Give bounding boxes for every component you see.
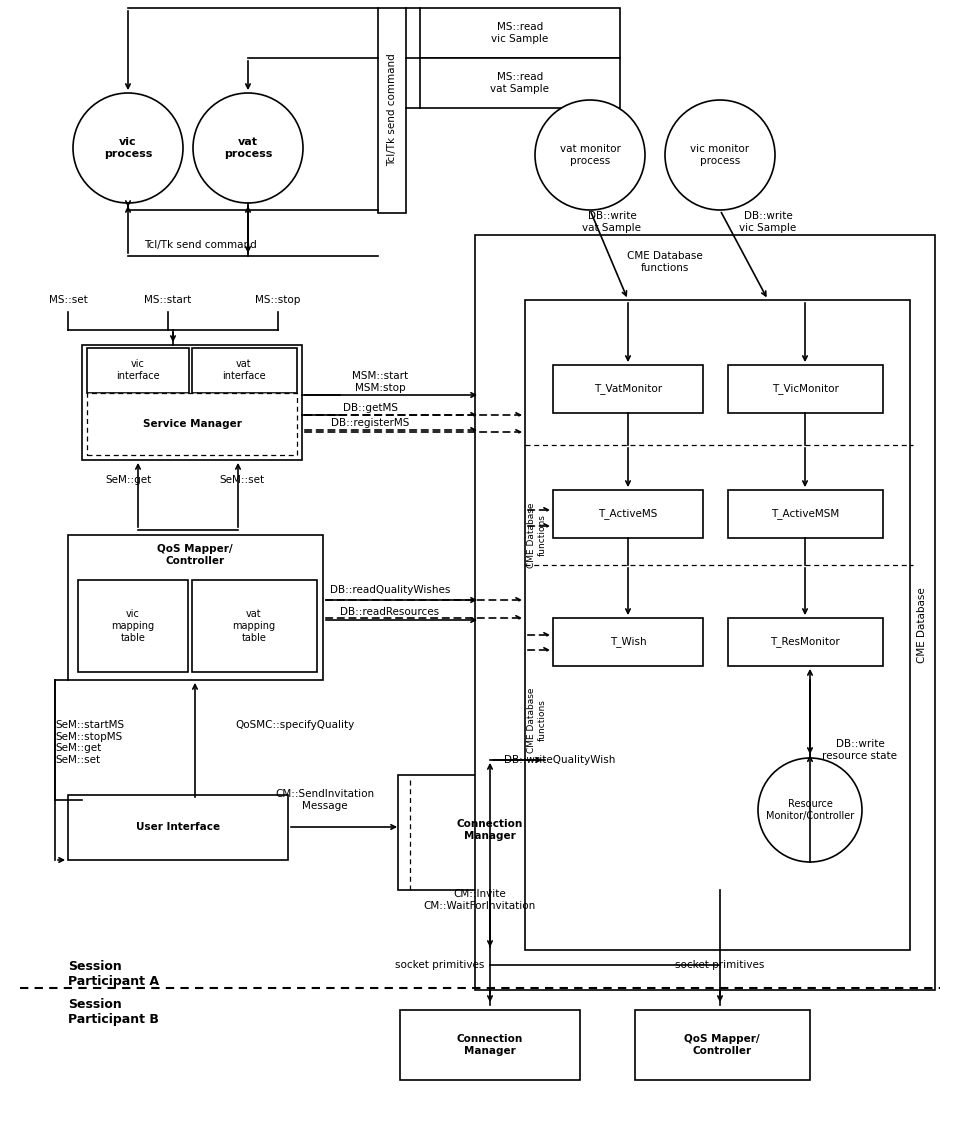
Text: MS::read
vic Sample: MS::read vic Sample bbox=[492, 23, 548, 44]
Text: T_ActiveMS: T_ActiveMS bbox=[598, 509, 658, 519]
Bar bbox=[553, 490, 703, 538]
Text: T_ActiveMSM: T_ActiveMSM bbox=[771, 509, 839, 519]
Bar bbox=[553, 365, 703, 413]
Text: socket primitives: socket primitives bbox=[396, 960, 485, 969]
Bar bbox=[378, 8, 406, 213]
Text: vat
interface: vat interface bbox=[222, 359, 266, 381]
Text: vic
process: vic process bbox=[104, 137, 153, 159]
Text: DB::registerMS: DB::registerMS bbox=[331, 418, 409, 428]
Circle shape bbox=[535, 100, 645, 211]
Text: socket primitives: socket primitives bbox=[675, 960, 765, 969]
Text: DB::getMS: DB::getMS bbox=[343, 403, 397, 413]
Bar bbox=[87, 348, 189, 393]
Text: CM::SendInvitation
Message: CM::SendInvitation Message bbox=[276, 789, 374, 811]
Bar bbox=[87, 393, 297, 455]
Text: T_Wish: T_Wish bbox=[610, 636, 646, 647]
Text: MS::read
vat Sample: MS::read vat Sample bbox=[491, 72, 549, 93]
Text: T_VatMonitor: T_VatMonitor bbox=[594, 384, 662, 394]
Text: vat
process: vat process bbox=[224, 137, 273, 159]
Text: CME Database
functions: CME Database functions bbox=[627, 251, 703, 272]
Text: DB::write
resource state: DB::write resource state bbox=[823, 739, 898, 761]
Text: CM::Invite
CM::WaitForInvitation: CM::Invite CM::WaitForInvitation bbox=[424, 890, 536, 911]
Bar bbox=[475, 235, 935, 990]
Text: MS::stop: MS::stop bbox=[255, 295, 300, 305]
Bar bbox=[525, 300, 910, 950]
Bar bbox=[192, 580, 317, 672]
Text: MS::start: MS::start bbox=[144, 295, 192, 305]
Text: SeM::set: SeM::set bbox=[220, 475, 265, 485]
Text: vic
interface: vic interface bbox=[116, 359, 159, 381]
Text: DB::writeQualityWish: DB::writeQualityWish bbox=[504, 756, 615, 765]
Text: Session
Participant A: Session Participant A bbox=[68, 960, 159, 988]
Circle shape bbox=[73, 93, 183, 203]
Bar bbox=[420, 8, 620, 59]
Circle shape bbox=[758, 758, 862, 863]
Bar bbox=[68, 535, 323, 680]
Bar bbox=[82, 345, 302, 461]
Bar bbox=[728, 618, 883, 665]
Bar bbox=[68, 795, 288, 860]
Text: DB::readResources: DB::readResources bbox=[341, 607, 440, 617]
Bar bbox=[635, 1010, 810, 1080]
Text: Connection
Manager: Connection Manager bbox=[457, 820, 523, 841]
Bar bbox=[728, 365, 883, 413]
Bar bbox=[398, 775, 573, 890]
Text: Connection
Manager: Connection Manager bbox=[457, 1034, 523, 1056]
Text: User Interface: User Interface bbox=[136, 822, 220, 832]
Text: Service Manager: Service Manager bbox=[143, 419, 241, 429]
Text: CME Database
functions: CME Database functions bbox=[527, 502, 546, 568]
Text: QoSMC::specifyQuality: QoSMC::specifyQuality bbox=[235, 720, 354, 730]
Text: Tcl/Tk send command: Tcl/Tk send command bbox=[144, 240, 256, 250]
Bar bbox=[78, 580, 188, 672]
Text: DB::write
vat Sample: DB::write vat Sample bbox=[583, 212, 641, 233]
Text: Tcl/Tk send command: Tcl/Tk send command bbox=[387, 54, 397, 167]
Text: DB::write
vic Sample: DB::write vic Sample bbox=[739, 212, 797, 233]
Text: Session
Participant B: Session Participant B bbox=[68, 998, 158, 1026]
Text: vic
mapping
table: vic mapping table bbox=[111, 609, 155, 643]
Text: vat
mapping
table: vat mapping table bbox=[232, 609, 276, 643]
Bar bbox=[400, 1010, 580, 1080]
Text: SeM::startMS
SeM::stopMS
SeM::get
SeM::set: SeM::startMS SeM::stopMS SeM::get SeM::s… bbox=[55, 720, 124, 765]
Bar bbox=[420, 59, 620, 108]
Text: T_VicMonitor: T_VicMonitor bbox=[772, 384, 838, 394]
Text: vic monitor
process: vic monitor process bbox=[690, 144, 750, 166]
Text: CME Database
functions: CME Database functions bbox=[527, 687, 546, 753]
Bar bbox=[192, 348, 297, 393]
Text: QoS Mapper/
Controller: QoS Mapper/ Controller bbox=[684, 1034, 759, 1056]
Bar bbox=[553, 618, 703, 665]
Text: MS::set: MS::set bbox=[49, 295, 87, 305]
Bar bbox=[728, 490, 883, 538]
Text: QoS Mapper/
Controller: QoS Mapper/ Controller bbox=[157, 544, 233, 565]
Text: Resource
Monitor/Controller: Resource Monitor/Controller bbox=[766, 799, 854, 821]
Text: SeM::get: SeM::get bbox=[105, 475, 151, 485]
Text: T_ResMonitor: T_ResMonitor bbox=[770, 636, 840, 647]
Text: CME Database: CME Database bbox=[917, 587, 927, 663]
Text: DB::readQualityWishes: DB::readQualityWishes bbox=[330, 586, 450, 595]
Circle shape bbox=[665, 100, 775, 211]
Text: vat monitor
process: vat monitor process bbox=[560, 144, 620, 166]
Circle shape bbox=[193, 93, 303, 203]
Text: MSM::start
MSM:stop: MSM::start MSM:stop bbox=[352, 372, 408, 393]
